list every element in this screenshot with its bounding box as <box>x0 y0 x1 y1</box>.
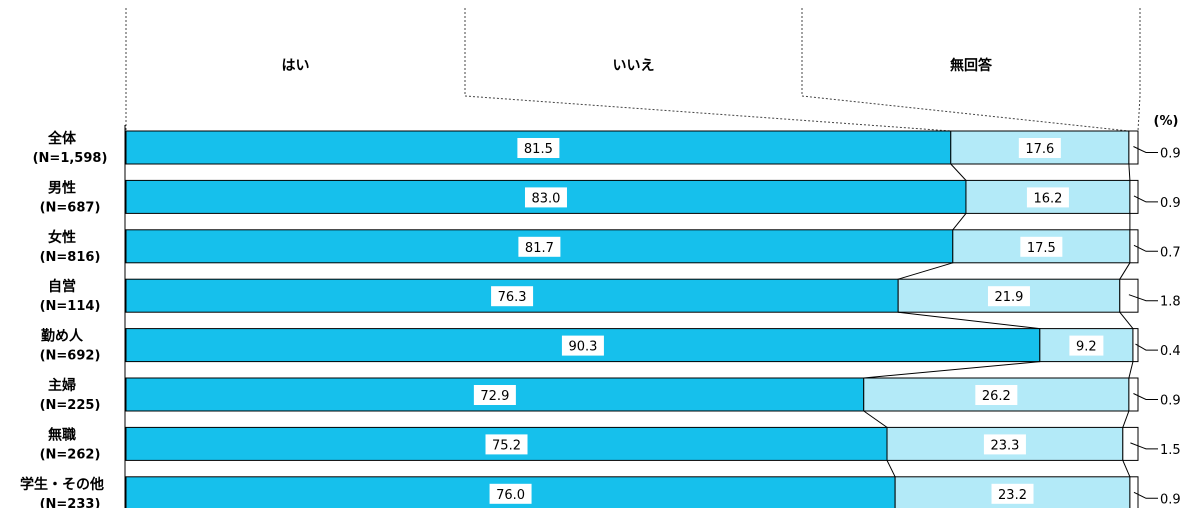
data-label-0-2: 0.9 <box>1160 147 1181 162</box>
category-label-6: 無職 <box>48 426 76 443</box>
data-label-4-0: 90.3 <box>568 340 597 355</box>
connector-2-1 <box>898 262 953 280</box>
category-label-3: 自営 <box>48 278 76 295</box>
header-guide-1 <box>801 95 1129 132</box>
category-n-6: (N=262) <box>40 447 101 462</box>
leader-line-5 <box>1133 393 1158 400</box>
data-label-0-0: 81.5 <box>524 142 553 157</box>
bars-area <box>124 125 1139 508</box>
data-label-3-0: 76.3 <box>498 290 527 305</box>
data-label-4-1: 9.2 <box>1076 340 1097 355</box>
bar-segment-6-2 <box>1122 426 1139 461</box>
leader-line-0 <box>1133 146 1158 153</box>
data-label-box-0-0 <box>517 138 560 158</box>
legend-label-1: いいえ <box>613 58 655 74</box>
data-label-2-2: 0.7 <box>1160 245 1181 260</box>
connector-1-1 <box>952 213 967 231</box>
data-label-box-5-0 <box>473 385 516 405</box>
category-label-5: 主婦 <box>48 377 76 394</box>
unit-label: (%) <box>1154 114 1179 129</box>
data-label-box-5-1 <box>975 385 1018 405</box>
category-n-1: (N=687) <box>40 200 101 215</box>
data-label-3-1: 21.9 <box>994 290 1023 305</box>
leader-line-7 <box>1133 491 1158 499</box>
data-label-1-2: 0.9 <box>1160 196 1181 211</box>
category-label-7: 学生・その他 <box>20 476 104 493</box>
connector-6-2 <box>1122 460 1131 477</box>
bar-segment-0-2 <box>1128 130 1139 165</box>
category-n-7: (N=233) <box>40 497 101 508</box>
data-label-5-2: 0.9 <box>1160 394 1181 409</box>
leader-line-4 <box>1135 343 1158 351</box>
connector-0-1 <box>950 163 967 181</box>
leader-line-3 <box>1128 294 1158 302</box>
category-n-5: (N=225) <box>40 398 101 413</box>
connector-3-2 <box>1119 311 1134 329</box>
data-label-box-1-1 <box>1026 187 1069 208</box>
data-label-box-7-1 <box>991 483 1034 504</box>
leader-line-6 <box>1130 442 1158 450</box>
legend-label-2: 無回答 <box>950 57 993 74</box>
bar-segment-1-2 <box>1129 179 1139 214</box>
data-label-7-0: 76.0 <box>496 488 525 503</box>
data-label-6-1: 23.3 <box>990 438 1019 453</box>
category-label-0: 全体 <box>47 130 77 147</box>
data-label-box-3-0 <box>491 286 534 307</box>
data-label-4-2: 0.4 <box>1160 344 1181 359</box>
category-label-4: 勤め人 <box>41 328 84 345</box>
data-label-box-4-1 <box>1069 335 1104 356</box>
connector-4-1 <box>863 361 1040 379</box>
data-label-box-3-1 <box>987 286 1030 307</box>
data-label-0-1: 17.6 <box>1025 142 1054 157</box>
category-n-4: (N=692) <box>40 349 101 364</box>
data-label-box-6-0 <box>485 434 528 455</box>
data-label-box-0-1 <box>1018 138 1061 158</box>
data-label-box-7-0 <box>489 483 532 504</box>
data-label-box-2-1 <box>1020 236 1063 257</box>
data-label-box-4-0 <box>561 335 604 356</box>
labels-area: (%) 全体 (N=1,598) 81.5 17.6 0.9 男性 (N=687) 83.0 16… <box>20 114 1181 508</box>
data-label-5-1: 26.2 <box>982 389 1011 404</box>
column-header-area: はい いいえ 無回答 <box>125 8 1141 132</box>
category-n-3: (N=114) <box>40 299 101 314</box>
header-guide-right <box>1137 95 1141 132</box>
header-guide-0 <box>464 95 951 132</box>
data-label-1-0: 83.0 <box>532 191 561 206</box>
bar-segment-2-2 <box>1129 229 1139 264</box>
category-n-2: (N=816) <box>40 250 101 265</box>
leader-line-2 <box>1133 244 1158 252</box>
connector-3-1 <box>898 311 1040 330</box>
bar-segment-5-2 <box>1128 377 1139 412</box>
category-label-1: 男性 <box>48 179 76 196</box>
connector-2-2 <box>1119 262 1131 280</box>
data-label-2-0: 81.7 <box>525 241 554 256</box>
connector-lines <box>863 163 1134 478</box>
category-n-0: (N=1,598) <box>33 151 108 166</box>
bar-segment-4-0 <box>125 328 1041 363</box>
data-label-6-0: 75.2 <box>492 438 521 453</box>
data-label-3-2: 1.8 <box>1160 295 1181 310</box>
connector-5-1 <box>863 410 888 428</box>
connector-0-2 <box>1128 163 1131 181</box>
data-label-7-1: 23.2 <box>998 488 1027 503</box>
data-label-5-0: 72.9 <box>480 389 509 404</box>
legend-label-0: はい <box>282 58 310 74</box>
connector-4-2 <box>1128 361 1134 379</box>
data-label-box-6-1 <box>983 434 1026 455</box>
bar-segment-3-2 <box>1119 278 1139 313</box>
category-label-2: 女性 <box>48 229 76 246</box>
data-label-6-2: 1.5 <box>1160 443 1181 458</box>
data-label-box-1-0 <box>524 187 567 208</box>
data-label-1-1: 16.2 <box>1033 191 1062 206</box>
data-label-box-2-0 <box>518 236 561 257</box>
connector-5-2 <box>1122 410 1130 428</box>
data-label-2-1: 17.5 <box>1027 241 1056 256</box>
connector-6-1 <box>886 460 896 478</box>
leader-line-1 <box>1133 195 1158 203</box>
data-label-7-2: 0.9 <box>1160 492 1181 507</box>
